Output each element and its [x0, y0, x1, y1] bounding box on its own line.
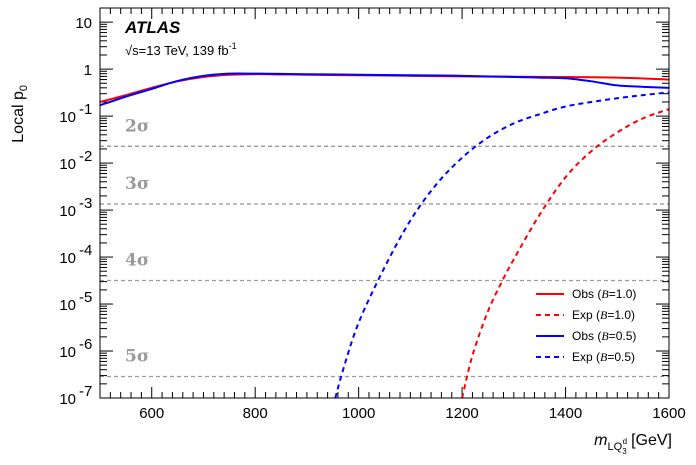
x-tick-label: 800 — [243, 405, 268, 422]
y-axis-title-sub: 0 — [18, 85, 30, 91]
y-tick-exponent: -4 — [79, 242, 92, 259]
legend-entry: Exp (B=0.5) — [572, 350, 635, 364]
significance-lines: 2σ 3σ 4σ 5σ — [100, 116, 669, 378]
x-axis-title-var: m — [594, 432, 607, 449]
energy-lumi-text: √s=13 TeV, 139 fb — [125, 43, 229, 58]
x-tick-label: 600 — [139, 405, 164, 422]
y-tick-label: 10 — [75, 15, 92, 32]
y-tick-label: 10 — [59, 391, 76, 408]
x-axis-title-subsub: 3 — [622, 447, 627, 456]
y-tick-label: 10 — [59, 250, 76, 267]
legend: Obs (B=1.0) Exp (B=1.0) Obs (B=0.5) Exp (B=… — [536, 287, 636, 364]
y-tick-exponent: -3 — [79, 195, 92, 212]
y-tick-label: 10 — [59, 344, 76, 361]
series-layer — [99, 72, 670, 399]
plot-frame — [99, 7, 670, 399]
x-tick-label: 1200 — [445, 405, 478, 422]
legend-entry: Obs (B=1.0) — [572, 287, 636, 301]
y-tick-label: 10 — [59, 297, 76, 314]
significance-label: 5σ — [125, 346, 149, 366]
x-axis-title-unit: [GeV] — [631, 432, 672, 449]
tick-labels: 600 800 1000 1200 1400 160010-710-610-510-410… — [59, 15, 685, 422]
x-axis-title-sub: LQ — [608, 441, 623, 453]
x-axis-title-subsup: d — [623, 437, 627, 446]
legend-entry: Obs (B=0.5) — [572, 329, 636, 343]
energy-lumi-label: √s=13 TeV, 139 fb-1 — [125, 41, 237, 58]
y-axis-title-main: Local p — [10, 91, 27, 143]
significance-label: 4σ — [125, 250, 149, 270]
y-tick-exponent: -1 — [79, 101, 92, 118]
y-tick-exponent: -7 — [79, 383, 92, 400]
significance-label: 2σ — [125, 116, 149, 136]
x-tick-label: 1400 — [549, 405, 582, 422]
x-tick-label: 1600 — [652, 405, 685, 422]
significance-label: 3σ — [125, 174, 149, 194]
y-tick-label: 10 — [59, 109, 76, 126]
y-tick-label: 1 — [84, 62, 92, 79]
y-tick-exponent: -2 — [79, 148, 92, 165]
atlas-label: ATLAS — [124, 18, 181, 37]
legend-entry: Exp (B=1.0) — [572, 308, 635, 322]
y-axis-title: Local p0 — [10, 85, 30, 143]
x-tick-label: 1000 — [342, 405, 375, 422]
x-axis-title: mLQ3d [GeV] — [594, 432, 672, 456]
y-tick-label: 10 — [59, 156, 76, 173]
series-line-obs-b-0-5- — [99, 72, 670, 107]
series-line-exp-b-1-0- — [461, 108, 670, 399]
y-tick-exponent: -5 — [79, 289, 92, 306]
lumi-superscript: -1 — [229, 41, 237, 51]
series-line-exp-b-0-5- — [334, 91, 670, 399]
y-tick-exponent: -6 — [79, 336, 92, 353]
y-tick-label: 10 — [59, 203, 76, 220]
